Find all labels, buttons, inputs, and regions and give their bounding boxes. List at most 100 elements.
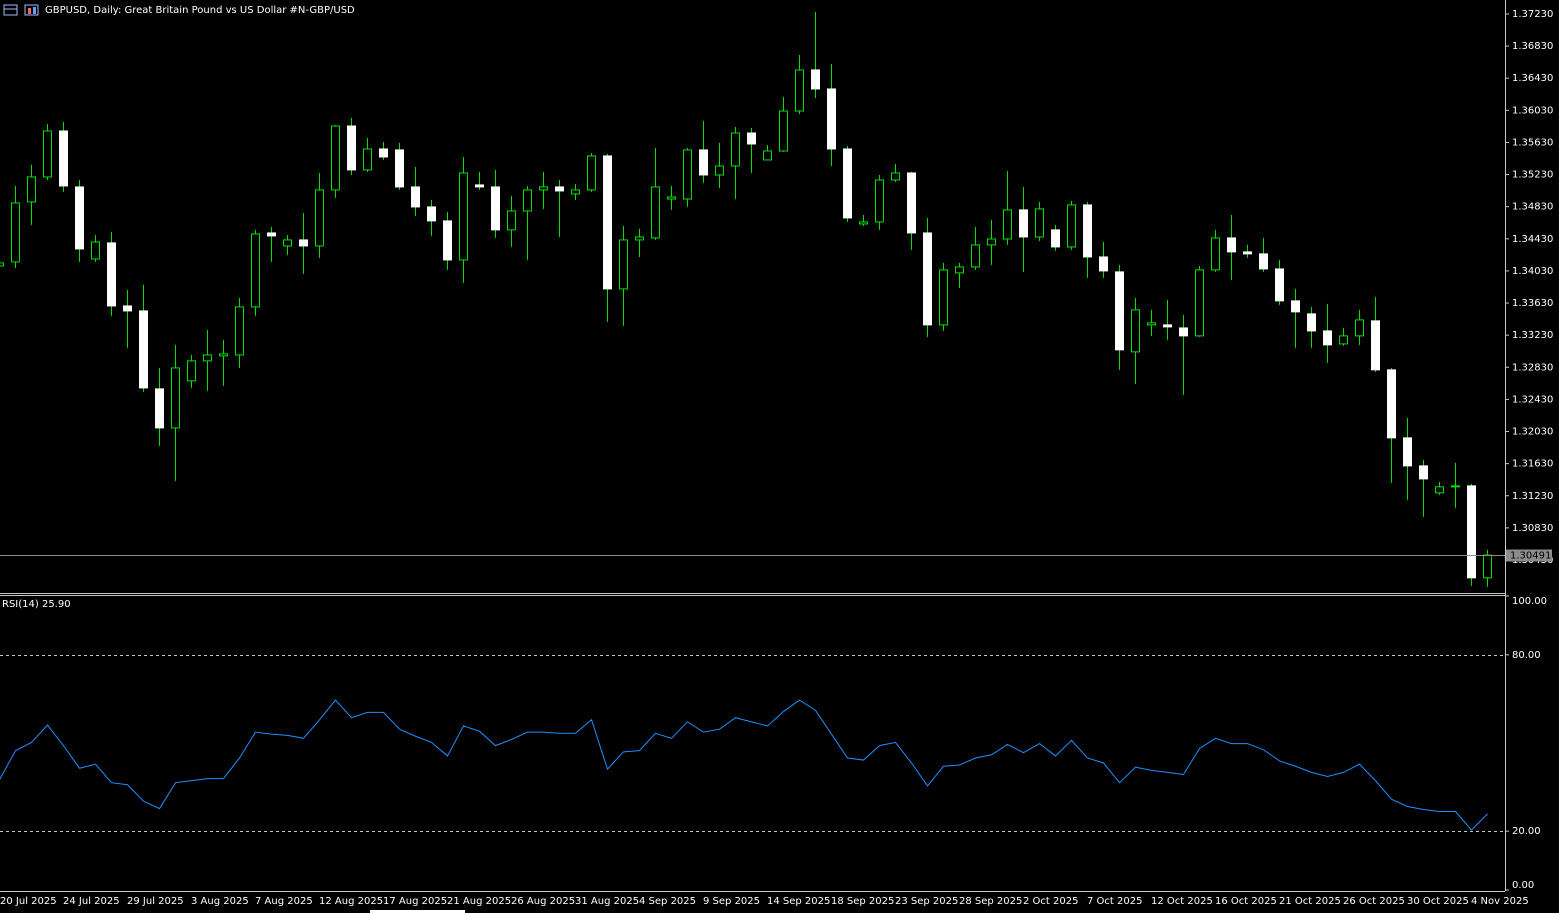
candle-body [1035,208,1044,238]
candle-body [251,233,260,308]
candle-body [107,242,116,307]
candle-body [347,125,356,171]
candle-body [379,148,388,158]
candle-body [1067,204,1076,248]
y-tick-label: 1.30830 [1512,523,1553,534]
candle-body [603,155,612,290]
x-tick-label: 16 Oct 2025 [1215,896,1277,907]
y-tick-label: 1.33630 [1512,298,1553,309]
candle-body [507,210,516,231]
y-tick-label: 1.32830 [1512,362,1553,373]
candle-body [875,179,884,223]
candle-body [459,172,468,261]
x-tick-label: 12 Aug 2025 [319,896,383,907]
candle-body [91,241,100,260]
candle-body [0,262,4,267]
x-tick-label: 20 Jul 2025 [0,896,57,907]
indicator-title: RSI(14) 25.90 [2,599,71,610]
y-tick-label: 1.33230 [1512,330,1553,341]
candle-body [443,220,452,261]
candle-body [155,388,164,429]
candle-body [491,186,500,231]
x-tick-label: 31 Aug 2025 [575,896,639,907]
candle-body [987,238,996,246]
candle-body [1243,251,1252,255]
icon-bar [28,8,31,14]
candle-body [1291,300,1300,313]
y-tick-label: 100.00 [1512,596,1547,607]
icon[interactable] [24,4,39,16]
candle-body [1227,237,1236,253]
candle-body [1083,204,1092,258]
x-tick-label: 18 Sep 2025 [831,896,894,907]
x-tick-label: 7 Aug 2025 [255,896,313,907]
candle-body [523,189,532,212]
rsi-line [0,699,1488,831]
y-tick-label: 1.32430 [1512,394,1553,405]
y-tick-label: 1.36830 [1512,41,1553,52]
candle-body [651,186,660,239]
y-tick-label: 1.31230 [1512,491,1553,502]
current-price-box [1506,549,1552,562]
chart-title: GBPUSD, Daily: Great Britain Pound vs US… [45,5,355,16]
scroll-thumb[interactable] [370,910,465,913]
candle-body [939,269,948,326]
candle-body [1115,271,1124,351]
x-tick-label: 12 Oct 2025 [1151,896,1213,907]
candle-body [1099,256,1108,272]
candle-body [1339,335,1348,345]
candle-body [1051,229,1060,248]
candle-body [699,149,708,176]
candle-body [1483,554,1492,579]
x-tick-label: 23 Sep 2025 [895,896,958,907]
candle-body [427,206,436,222]
candle-body [139,310,148,389]
candle-body [59,130,68,187]
y-tick-label: 1.31630 [1512,459,1553,470]
candle-body [779,110,788,152]
y-tick-label: 1.34030 [1512,266,1553,277]
candle-body [971,244,980,268]
y-tick-label: 1.32030 [1512,427,1553,438]
candle-body [1003,209,1012,240]
icon[interactable] [3,4,18,16]
candle-body [715,165,724,176]
candle-body [315,189,324,247]
x-tick-label: 26 Oct 2025 [1343,896,1405,907]
candle-body [123,305,132,312]
x-tick-label: 2 Oct 2025 [1023,896,1078,907]
candle-body [1403,437,1412,467]
candle-body [1195,269,1204,337]
candle-body [1387,369,1396,439]
candle-body [171,367,180,429]
icon-bar [33,7,36,14]
y-tick-label: 1.35630 [1512,137,1553,148]
candle-body [587,155,596,191]
candle-body [795,69,804,112]
candle-body [331,125,340,191]
candle-body [923,232,932,326]
x-tick-label: 3 Aug 2025 [191,896,249,907]
candle-body [1467,485,1476,579]
candle-body [1259,253,1268,270]
candle-body [683,149,692,200]
y-tick-label: 1.34830 [1512,202,1553,213]
x-tick-label: 24 Jul 2025 [63,896,120,907]
candle-body [747,132,756,145]
candle-body [843,148,852,219]
x-tick-label: 14 Sep 2025 [767,896,830,907]
candle-body [1131,309,1140,353]
candle-body [1355,319,1364,337]
x-tick-label: 17 Aug 2025 [383,896,447,907]
candle-body [1419,465,1428,480]
y-tick-label: 20.00 [1512,826,1541,837]
candle-body [219,353,228,357]
candle-body [891,172,900,181]
candle-body [1147,322,1156,326]
candle-body [1019,209,1028,238]
x-tick-label: 7 Oct 2025 [1087,896,1142,907]
candle-body [1275,268,1284,302]
x-tick-label: 21 Oct 2025 [1279,896,1341,907]
